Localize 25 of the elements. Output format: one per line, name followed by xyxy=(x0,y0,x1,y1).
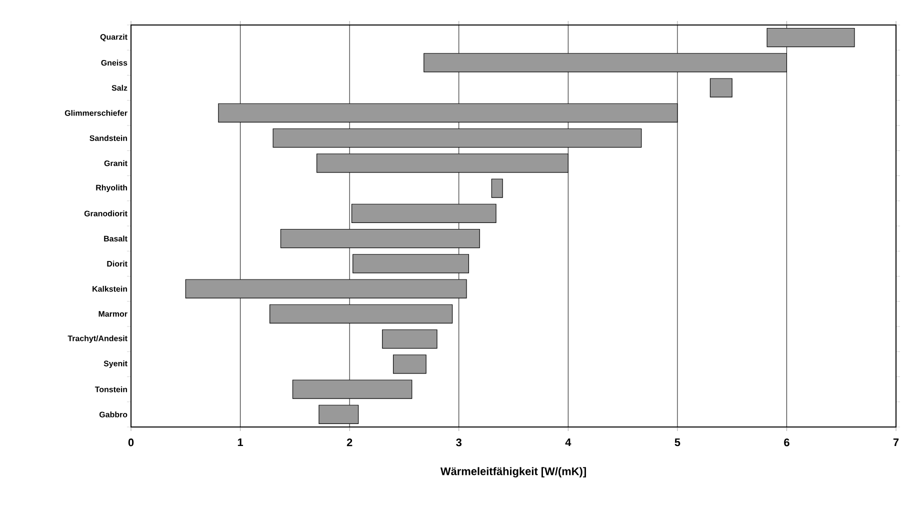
bar xyxy=(382,329,438,349)
bar xyxy=(318,404,359,424)
x-axis-title: Wärmeleitfähigkeit [W/(mK)] xyxy=(440,467,586,478)
x-tick-label: 4 xyxy=(565,438,572,446)
bar xyxy=(270,304,453,324)
x-tick-label: 3 xyxy=(456,438,462,446)
x-tick-label: 7 xyxy=(893,438,899,446)
bar xyxy=(280,228,480,248)
x-tick-label: 2 xyxy=(346,438,352,446)
x-tick-label: 1 xyxy=(238,438,244,446)
bar xyxy=(272,128,642,148)
bar xyxy=(710,78,732,98)
bar xyxy=(185,279,467,298)
x-tick-label: 5 xyxy=(674,438,680,446)
bar xyxy=(351,204,496,224)
bar xyxy=(424,53,788,72)
bar xyxy=(292,380,412,399)
bar xyxy=(766,28,855,48)
bar xyxy=(352,254,470,274)
bar xyxy=(491,178,503,198)
bar xyxy=(218,103,678,123)
x-tick-label: 0 xyxy=(128,438,134,446)
bar xyxy=(316,154,568,173)
x-tick-label: 6 xyxy=(784,438,790,446)
bar xyxy=(392,354,426,374)
